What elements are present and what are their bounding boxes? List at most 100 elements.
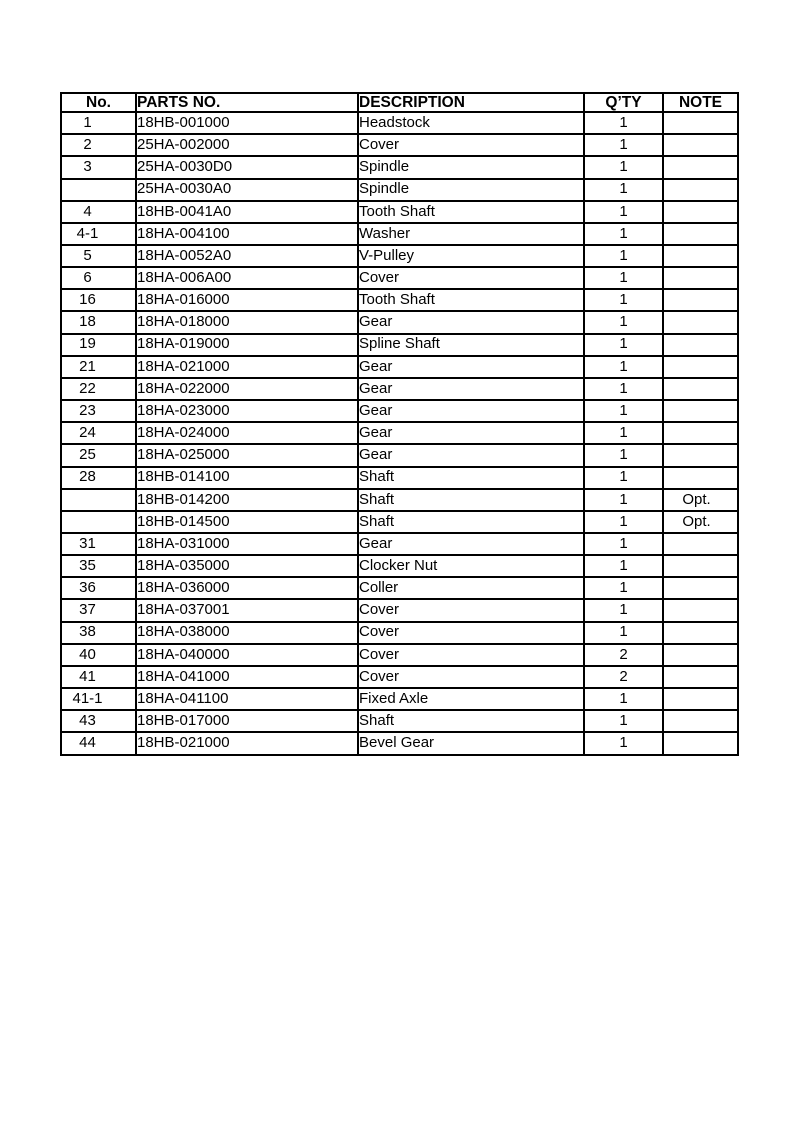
- cell-no: 44: [60, 731, 137, 756]
- cell-note: [662, 310, 739, 335]
- cell-note: [662, 421, 739, 446]
- cell-qty: 1: [583, 554, 664, 579]
- cell-qty: 1: [583, 376, 664, 402]
- table-row: 35 18HA-035000 Clocker Nut 1: [60, 554, 739, 579]
- table-row: 18HB-014500 Shaft 1 Opt.: [60, 509, 739, 535]
- cell-description: Shaft: [357, 465, 585, 490]
- cell-parts-no: 18HB-014200: [135, 487, 359, 512]
- table-row: 18 18HA-018000 Gear 1: [60, 310, 739, 335]
- cell-parts-no: 25HA-002000: [135, 133, 359, 158]
- cell-no: 6: [60, 266, 137, 291]
- table-row: 41-1 18HA-041100 Fixed Axle 1: [60, 687, 739, 712]
- cell-description: Headstock: [357, 111, 585, 136]
- cell-parts-no: 18HB-014100: [135, 465, 359, 490]
- cell-qty: 1: [583, 332, 664, 357]
- cell-description: Gear: [357, 443, 585, 468]
- cell-qty: 1: [583, 221, 664, 246]
- cell-qty: 2: [583, 642, 664, 667]
- cell-no: 35: [60, 554, 137, 579]
- cell-note: [662, 199, 739, 224]
- cell-no: [60, 487, 137, 512]
- header-qty: Q’TY: [583, 91, 664, 114]
- cell-qty: 1: [583, 487, 664, 512]
- cell-parts-no: 18HA-037001: [135, 598, 359, 623]
- table-row: 44 18HB-021000 Bevel Gear 1: [60, 731, 739, 756]
- cell-note: [662, 642, 739, 667]
- table-row: 3 25HA-0030D0 Spindle 1: [60, 155, 739, 180]
- cell-no: 36: [60, 576, 137, 601]
- cell-qty: 1: [583, 532, 664, 557]
- cell-note: [662, 598, 739, 623]
- cell-qty: 1: [583, 687, 664, 712]
- cell-qty: 1: [583, 155, 664, 180]
- cell-qty: 1: [583, 243, 664, 269]
- cell-no: 18: [60, 310, 137, 335]
- cell-qty: 1: [583, 266, 664, 291]
- table-row: 19 18HA-019000 Spline Shaft 1: [60, 332, 739, 357]
- cell-note: [662, 532, 739, 557]
- cell-qty: 1: [583, 399, 664, 424]
- header-parts-no: PARTS NO.: [135, 91, 359, 114]
- cell-parts-no: 18HA-031000: [135, 532, 359, 557]
- cell-description: Gear: [357, 376, 585, 402]
- cell-parts-no: 18HA-025000: [135, 443, 359, 468]
- cell-description: Cover: [357, 266, 585, 291]
- cell-description: Gear: [357, 532, 585, 557]
- cell-note: [662, 465, 739, 490]
- table-row: 43 18HB-017000 Shaft 1: [60, 709, 739, 734]
- cell-description: Cover: [357, 620, 585, 645]
- cell-note: [662, 664, 739, 690]
- cell-parts-no: 18HB-014500: [135, 509, 359, 535]
- cell-note: [662, 354, 739, 379]
- cell-parts-no: 18HA-018000: [135, 310, 359, 335]
- cell-description: Shaft: [357, 509, 585, 535]
- table-row: 38 18HA-038000 Cover 1: [60, 620, 739, 645]
- cell-no: 4-1: [60, 221, 137, 246]
- table-row: 37 18HA-037001 Cover 1: [60, 598, 739, 623]
- cell-qty: 1: [583, 731, 664, 756]
- cell-description: Tooth Shaft: [357, 288, 585, 313]
- cell-parts-no: 25HA-0030D0: [135, 155, 359, 180]
- cell-parts-no: 18HA-036000: [135, 576, 359, 601]
- cell-no: 21: [60, 354, 137, 379]
- cell-no: 19: [60, 332, 137, 357]
- table-row: 21 18HA-021000 Gear 1: [60, 354, 739, 379]
- cell-no: 41-1: [60, 687, 137, 712]
- cell-qty: 1: [583, 288, 664, 313]
- cell-note: Opt.: [662, 509, 739, 535]
- cell-no: 5: [60, 243, 137, 269]
- table-row: 1 18HB-001000 Headstock 1: [60, 111, 739, 136]
- table-row: 24 18HA-024000 Gear 1: [60, 421, 739, 446]
- cell-parts-no: 18HA-021000: [135, 354, 359, 379]
- table-row: 31 18HA-031000 Gear 1: [60, 532, 739, 557]
- cell-description: Bevel Gear: [357, 731, 585, 756]
- cell-no: 37: [60, 598, 137, 623]
- cell-no: 25: [60, 443, 137, 468]
- cell-no: 16: [60, 288, 137, 313]
- cell-description: Cover: [357, 598, 585, 623]
- cell-note: [662, 620, 739, 645]
- cell-note: [662, 731, 739, 756]
- table-row: 41 18HA-041000 Cover 2: [60, 664, 739, 690]
- cell-qty: 1: [583, 199, 664, 224]
- cell-description: Tooth Shaft: [357, 199, 585, 224]
- cell-qty: 2: [583, 664, 664, 690]
- table-row: 5 18HA-0052A0 V-Pulley 1: [60, 243, 739, 269]
- cell-parts-no: 18HA-0052A0: [135, 243, 359, 269]
- cell-description: Spindle: [357, 155, 585, 180]
- cell-qty: 1: [583, 620, 664, 645]
- cell-description: Gear: [357, 310, 585, 335]
- cell-qty: 1: [583, 465, 664, 490]
- cell-note: [662, 332, 739, 357]
- cell-description: V-Pulley: [357, 243, 585, 269]
- cell-parts-no: 18HA-041000: [135, 664, 359, 690]
- cell-note: [662, 399, 739, 424]
- cell-note: [662, 133, 739, 158]
- cell-note: [662, 443, 739, 468]
- table-row: 25 18HA-025000 Gear 1: [60, 443, 739, 468]
- cell-description: Coller: [357, 576, 585, 601]
- cell-qty: 1: [583, 509, 664, 535]
- cell-qty: 1: [583, 576, 664, 601]
- cell-parts-no: 18HA-041100: [135, 687, 359, 712]
- cell-description: Shaft: [357, 487, 585, 512]
